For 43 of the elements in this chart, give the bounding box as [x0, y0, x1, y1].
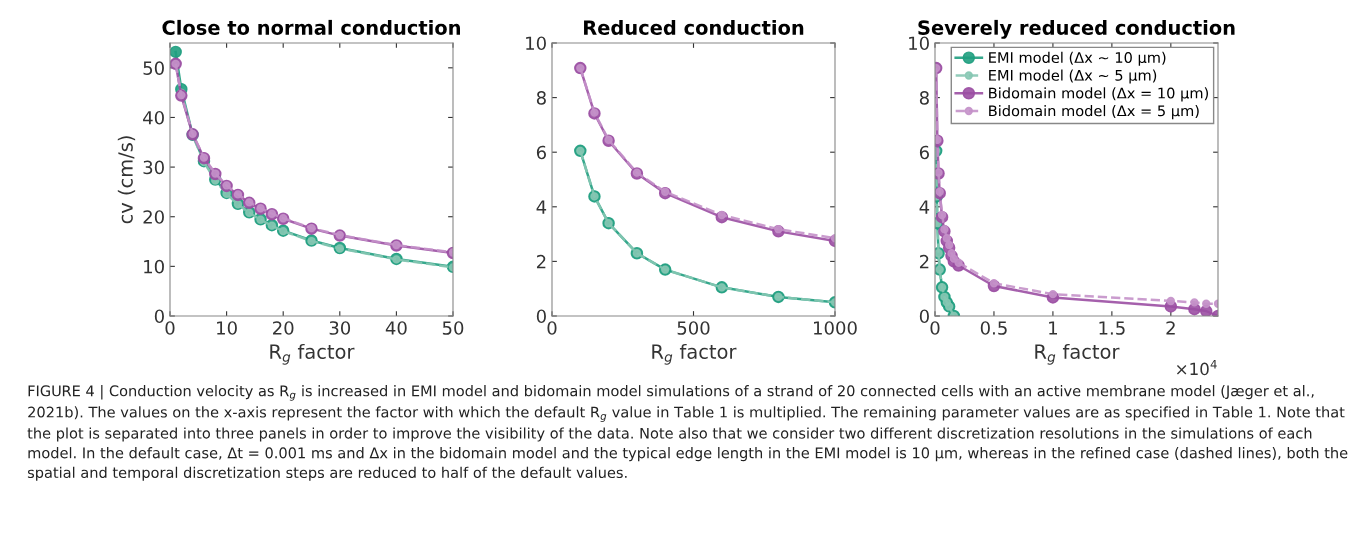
x-tick-label: 0.5 — [980, 321, 1007, 335]
y-tick-label: 2 — [919, 254, 929, 269]
y-tick-label: 10 — [144, 259, 164, 274]
y-tick-label: 40 — [143, 110, 164, 125]
y-tick-label: 6 — [919, 145, 929, 160]
x-tick-label: 1.5 — [1099, 321, 1125, 335]
y-tick-label: 8 — [536, 91, 546, 105]
x-tick-label: 10 — [217, 321, 237, 335]
y-tick-label: 4 — [919, 200, 930, 214]
y-tick-label: 30 — [143, 160, 164, 175]
y-tick-label: 0 — [919, 309, 929, 324]
x-tick-label: 2 — [1166, 321, 1175, 335]
y-axis-title: cv (cm/s) — [117, 136, 136, 224]
text: ×10$^{4}$ — [1176, 360, 1217, 376]
text: FIGURE 4 | Conduction velocity as R$_{g}$ is increased in EMI model and bidomain model simulations of a strand of 20 connected cells with an active membrane model (Jæger et al., 2021b). The values on the x-axis represent the factor with which the default R$_{g}$ value in Table 1 is multiplied. The remaining parameter values are as specified in Table 1. Note that the plot is separated into three panels in order to improve the visibility of the data. Note also that we consider two different discretization resolutions in the simulations of each model. In the default case, Δt = 0.001 ms and Δx in the bidomain model and the typical edge length in the EMI model is 10 μm, whereas in the refined case (dashed lines), both the spatial and temporal discretization steps are reduced to half of the default values. — [27, 385, 1348, 481]
y-tick-label: 10 — [526, 36, 546, 51]
y-tick-label: 8 — [919, 91, 929, 105]
y-tick-label: 0 — [154, 309, 164, 324]
legend-label: Bidomain model (Δx = 5 μm) — [989, 105, 1199, 120]
x-axis-title: R$_{g}$ factor — [652, 343, 737, 365]
legend-label: EMI model (Δx ~ 10 μm) — [989, 51, 1166, 66]
chart-title: Reduced conduction — [584, 19, 804, 35]
y-tick-label: 0 — [536, 309, 546, 324]
x-tick-label: 1 — [1049, 321, 1057, 335]
y-tick-label: 20 — [143, 210, 164, 224]
x-tick-label: 0 — [930, 321, 940, 335]
x-tick-label: 0 — [547, 321, 557, 335]
x-axis-title: R$_{g}$ factor — [1035, 343, 1120, 365]
x-tick-label: 30 — [329, 321, 351, 335]
x-tick-label: 40 — [385, 321, 407, 335]
y-tick-label: 2 — [536, 254, 546, 269]
y-tick-label: 4 — [536, 200, 547, 214]
x-tick-label: 20 — [273, 321, 294, 335]
x-tick-label: 1000 — [814, 321, 857, 335]
y-tick-label: 6 — [536, 145, 546, 160]
y-tick-label: 50 — [143, 61, 164, 75]
legend-label: Bidomain model (Δx = 10 μm) — [989, 87, 1208, 102]
chart-title: Close to normal conduction — [162, 19, 460, 35]
x-axis-title: R$_{g}$ factor — [270, 343, 355, 365]
x-tick-label: 50 — [442, 321, 464, 335]
x-tick-label: 0 — [165, 321, 175, 335]
x-tick-label: 500 — [677, 321, 710, 335]
legend-label: EMI model (Δx ~ 5 μm) — [989, 69, 1157, 84]
